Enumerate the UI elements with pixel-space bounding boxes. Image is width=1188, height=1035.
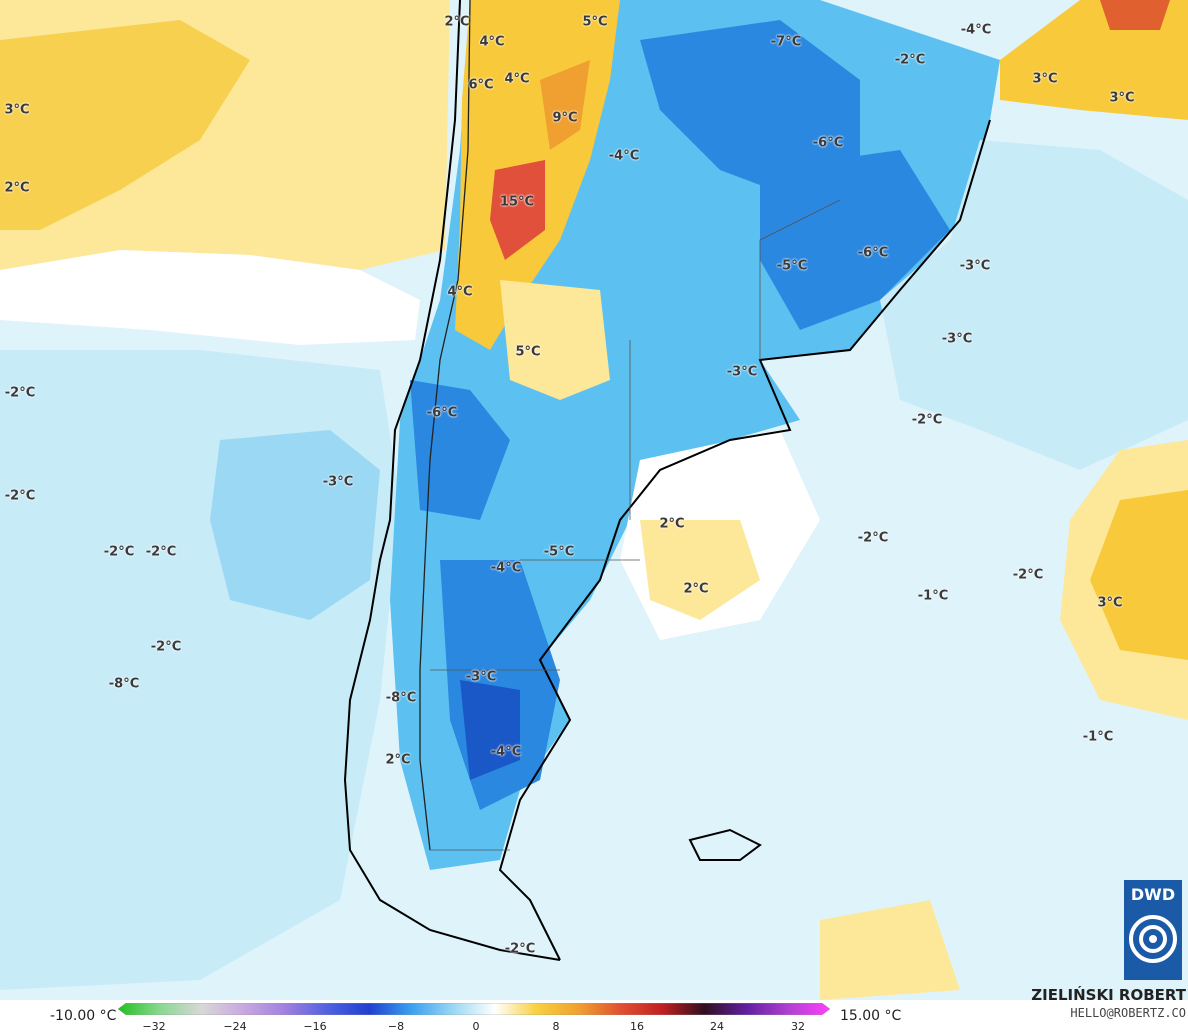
legend-max-label: 15.00 °C <box>840 1008 902 1024</box>
temp-label: -5°C <box>776 258 808 274</box>
temp-label: 3°C <box>1032 71 1058 87</box>
author-email: HELLO@ROBERTZ.CO <box>1070 1006 1186 1020</box>
temp-label: -5°C <box>543 544 575 560</box>
temp-label: -8°C <box>385 690 417 706</box>
temp-label: -4°C <box>490 560 522 576</box>
temp-label: -2°C <box>103 544 135 560</box>
temp-label: -3°C <box>465 669 497 685</box>
temp-label: -2°C <box>857 530 889 546</box>
continent-deep-cold-1 <box>640 20 860 200</box>
argentina-coastline <box>498 119 991 961</box>
legend-min-label: -10.00 °C <box>50 1008 117 1024</box>
temp-label: 4°C <box>479 34 505 50</box>
andes-hot-core <box>490 160 545 260</box>
pacific-cold-core <box>210 430 380 620</box>
colorbar <box>118 1003 830 1015</box>
legend-tick: 32 <box>791 1020 805 1033</box>
temp-label: 2°C <box>683 581 709 597</box>
andes-border <box>419 0 471 851</box>
dwd-logo: DWD <box>1124 880 1182 980</box>
temp-label: 3°C <box>4 102 30 118</box>
chile-coastline <box>343 0 561 961</box>
author-credit: ZIELIŃSKI ROBERT <box>1031 986 1186 1004</box>
province-borders <box>430 199 841 851</box>
temp-label: 3°C <box>1109 90 1135 106</box>
temp-label: -6°C <box>812 135 844 151</box>
temp-label: 4°C <box>504 71 530 87</box>
patagonia-darkest-cold <box>460 680 520 780</box>
legend-tick: −32 <box>142 1020 166 1033</box>
temp-label: 2°C <box>659 516 685 532</box>
temp-label: -3°C <box>726 364 758 380</box>
temp-label: -2°C <box>4 488 36 504</box>
temp-label: -4°C <box>960 22 992 38</box>
temp-label: -2°C <box>150 639 182 655</box>
legend-tick: 24 <box>710 1020 724 1033</box>
south-warm-patch <box>820 900 960 1000</box>
atlantic-warm-east-core <box>1090 490 1188 660</box>
temp-label: 5°C <box>515 344 541 360</box>
temp-label: -2°C <box>1012 567 1044 583</box>
temp-label: -3°C <box>941 331 973 347</box>
temp-label: -1°C <box>917 588 949 604</box>
temp-label: -4°C <box>608 148 640 164</box>
temp-label: -2°C <box>911 412 943 428</box>
legend-tick: −8 <box>387 1020 405 1033</box>
ne-hot-core <box>1100 0 1170 30</box>
legend-tick: 16 <box>630 1020 644 1033</box>
temperature-anomaly-map <box>0 0 1188 1000</box>
atlantic-warm-patch <box>640 520 760 620</box>
dwd-swirl-icon <box>1129 915 1177 963</box>
temp-label: -2°C <box>145 544 177 560</box>
legend-tick: −24 <box>223 1020 247 1033</box>
legend-tick: 0 <box>472 1020 480 1033</box>
temp-label: 6°C <box>468 77 494 93</box>
legend-tick: 8 <box>552 1020 560 1033</box>
central-warm-patch <box>500 280 610 400</box>
color-legend: -10.00 °C −32 −24 −16 −8 0 8 16 24 32 15… <box>0 986 1188 1035</box>
temp-label: -3°C <box>959 258 991 274</box>
nw-warm-core <box>0 20 250 230</box>
temp-label: -4°C <box>490 744 522 760</box>
temp-label: 15°C <box>499 194 535 210</box>
falkland-islands <box>688 828 762 861</box>
temp-label: 5°C <box>582 14 608 30</box>
temp-label: -2°C <box>894 52 926 68</box>
temp-label: -2°C <box>504 941 536 957</box>
temp-label: -7°C <box>770 34 802 50</box>
andes-orange <box>540 60 590 150</box>
continent-deep-cold-2 <box>760 150 950 330</box>
temp-label: -6°C <box>426 405 458 421</box>
temp-label: -8°C <box>108 676 140 692</box>
temp-label: -3°C <box>322 474 354 490</box>
dwd-logo-text: DWD <box>1130 885 1176 904</box>
temp-label: -1°C <box>1082 729 1114 745</box>
temp-label: 2°C <box>4 180 30 196</box>
temp-label: -2°C <box>4 385 36 401</box>
legend-tick: −16 <box>303 1020 327 1033</box>
pacific-white-band <box>0 250 420 345</box>
temp-label: 2°C <box>385 752 411 768</box>
temp-label: 3°C <box>1097 595 1123 611</box>
temp-label: -6°C <box>857 245 889 261</box>
temp-label: 9°C <box>552 110 578 126</box>
temp-label: 4°C <box>447 284 473 300</box>
temp-label: 2°C <box>444 14 470 30</box>
